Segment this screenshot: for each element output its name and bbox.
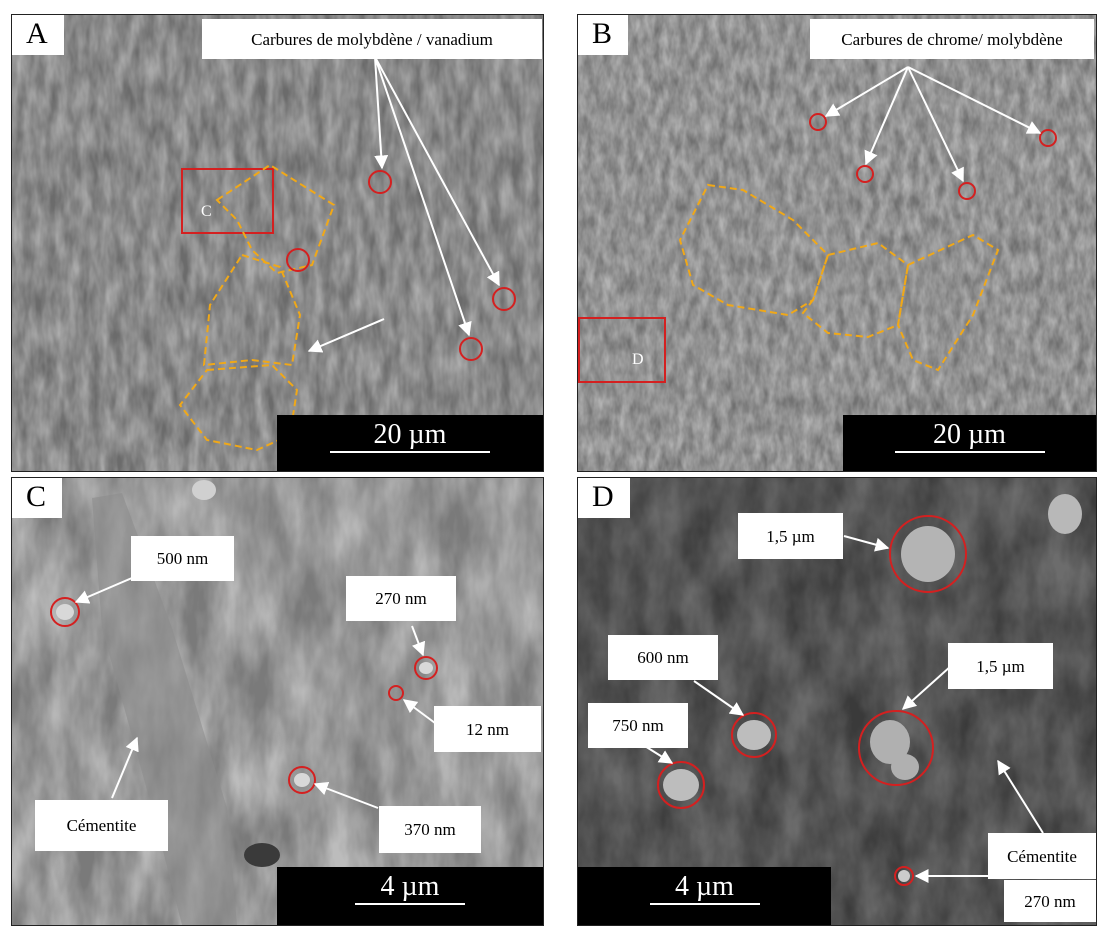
cementite-callout: Cémentite [35, 800, 168, 851]
scale-bar-label: 20 µm [373, 419, 447, 450]
panel-label: B [578, 15, 629, 55]
micrograph-texture [12, 478, 543, 925]
micrograph-texture [578, 15, 1096, 471]
size-callout: 12 nm [434, 706, 541, 752]
scale-bar: 4 µm [578, 867, 831, 925]
cementite-callout: Cémentite [988, 833, 1096, 879]
micrograph-panel-c: C 500 nm 270 nm 12 nm 370 nm Cémentite 4… [11, 477, 544, 926]
panel-label: C [12, 478, 63, 518]
micrograph-texture [12, 15, 543, 471]
zoom-region-label: D [632, 351, 644, 368]
carbide-caption: Carbures de molybdène / vanadium [202, 19, 542, 59]
micrograph-panel-b: B Carbures de chrome/ molybdène D 20 µm [577, 14, 1097, 472]
size-callout: 270 nm [346, 576, 456, 621]
scale-bar-label: 4 µm [675, 871, 734, 902]
scale-bar-line [894, 451, 1045, 453]
size-callout: 370 nm [379, 806, 481, 853]
size-callout: 1,5 µm [948, 643, 1053, 689]
zoom-region-box: C [181, 168, 274, 234]
scale-bar-label: 20 µm [933, 419, 1006, 450]
zoom-region-label: C [201, 203, 212, 220]
carbide-caption: Carbures de chrome/ molybdène [810, 19, 1094, 59]
size-callout: 500 nm [131, 536, 234, 581]
scale-bar: 20 µm [277, 415, 543, 471]
scale-bar-line [649, 903, 760, 905]
zoom-region-box: D [578, 317, 666, 383]
micrograph-panel-d: D 1,5 µm 600 nm 1,5 µm 750 nm Cémentite … [577, 477, 1097, 926]
panel-label: A [12, 15, 64, 55]
scale-bar: 20 µm [843, 415, 1096, 471]
micrograph-panel-a: A Carbures de molybdène / vanadium C 20 … [11, 14, 544, 472]
size-callout: 270 nm [1004, 880, 1096, 922]
scale-bar: 4 µm [277, 867, 543, 925]
size-callout: 600 nm [608, 635, 718, 680]
size-callout: 1,5 µm [738, 513, 843, 559]
scale-bar-line [355, 903, 465, 905]
scale-bar-line [330, 451, 490, 453]
panel-label: D [578, 478, 630, 518]
scale-bar-label: 4 µm [380, 871, 440, 902]
size-callout: 750 nm [588, 703, 688, 748]
